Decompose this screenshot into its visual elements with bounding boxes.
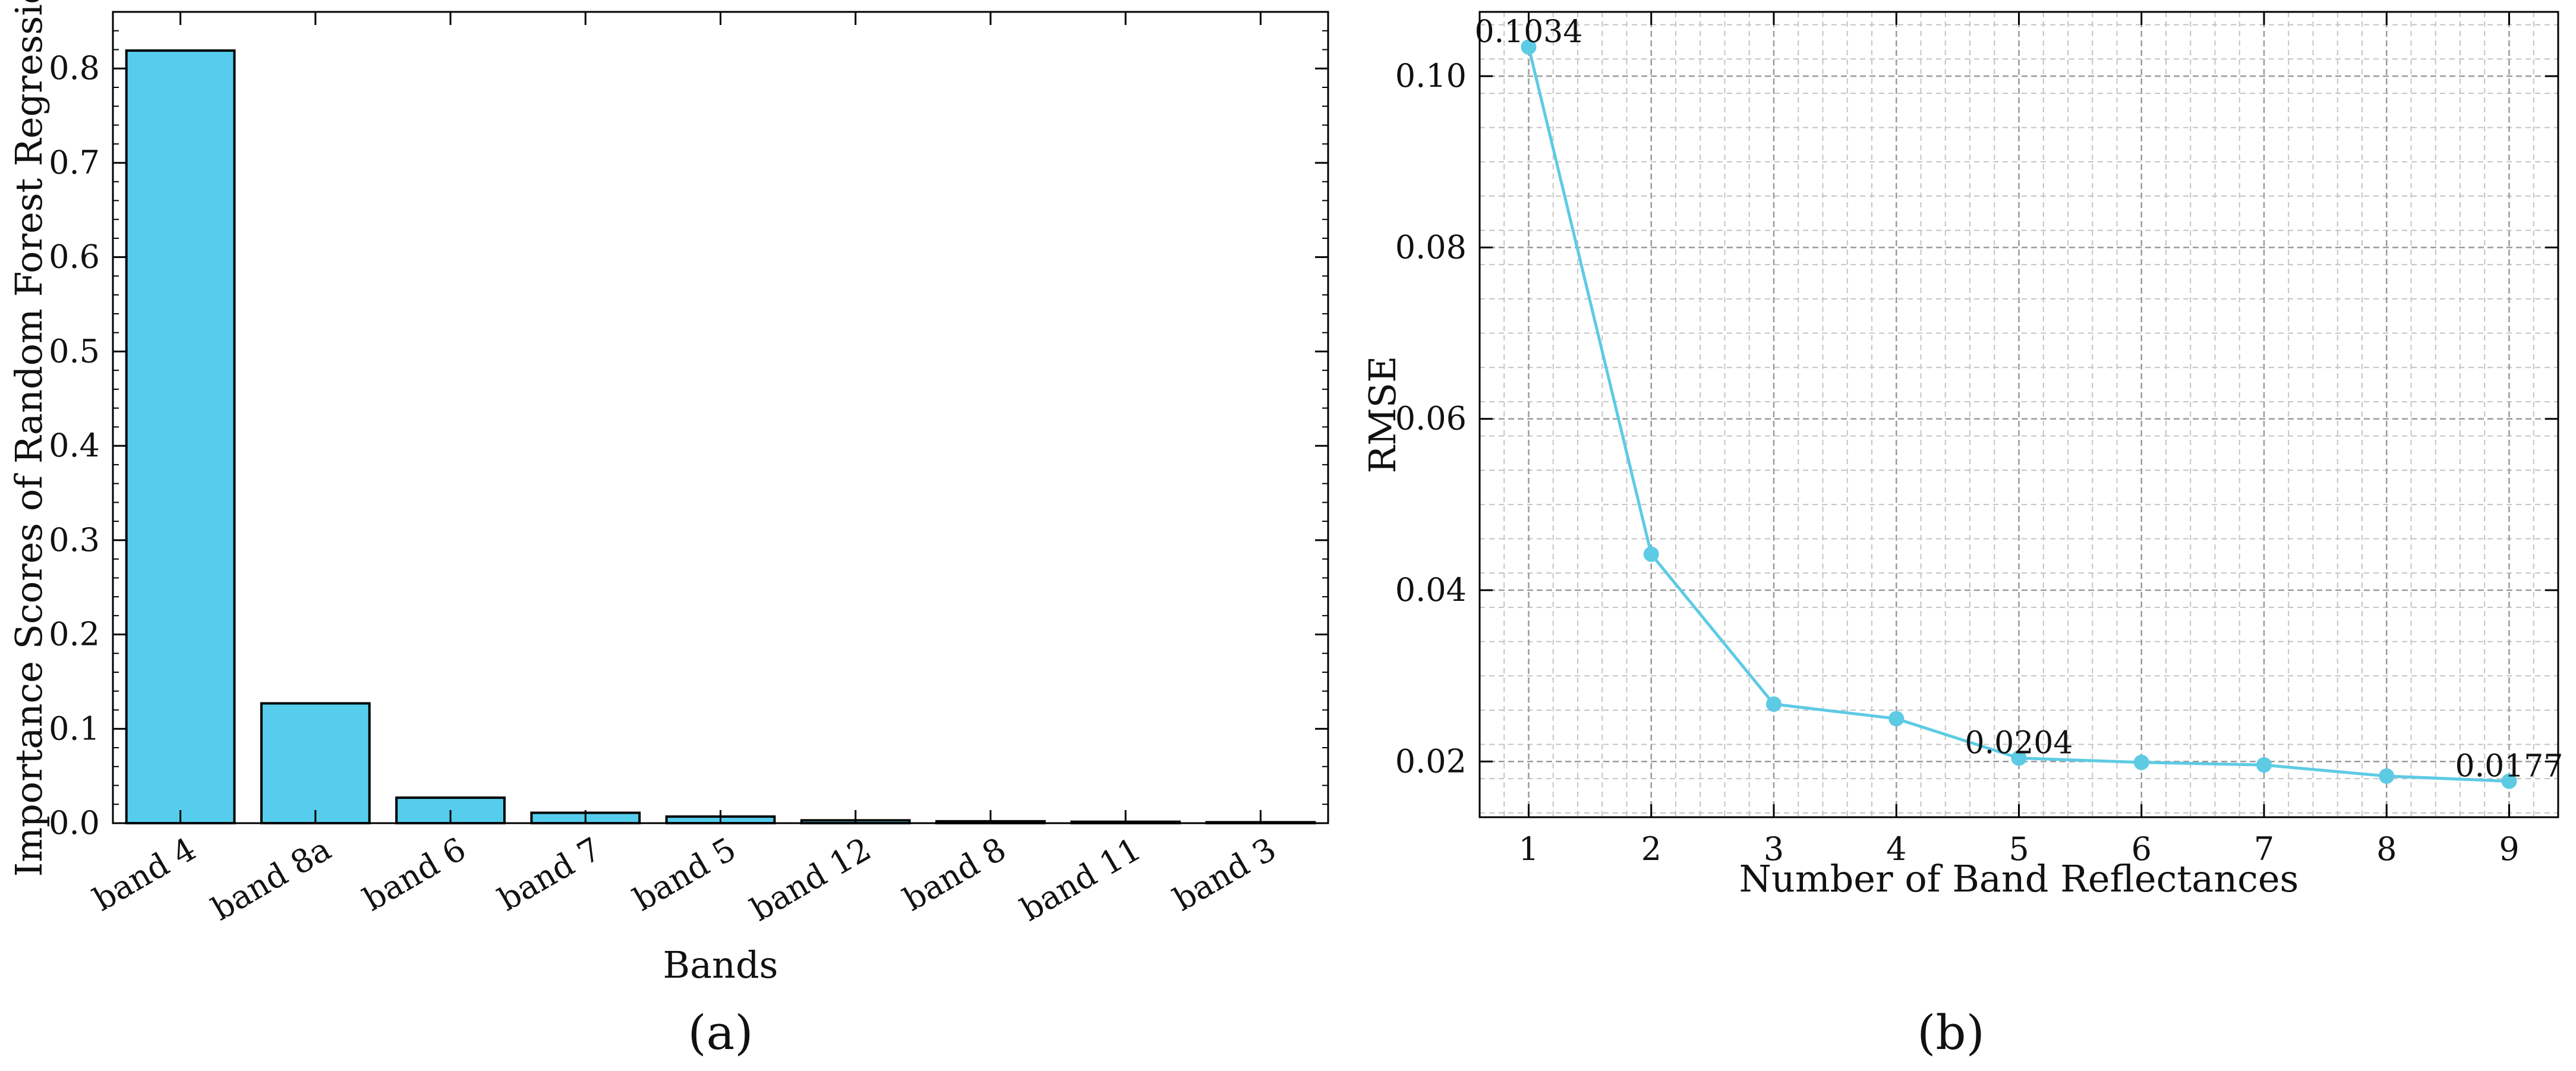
y-axis-label: RMSE (1361, 356, 1404, 474)
x-tick-label: band 6 (357, 830, 472, 918)
bar-chart-panel: 0.0 0.1 0.2 0.3 0.4 0.5 0.6 0.7 0.8 band 4 band 8a… (7, 0, 1329, 1060)
x-tick-label: 2 (1641, 830, 1661, 868)
y-axis-label: Importance Scores of Random Forest Regre… (7, 0, 51, 877)
bar (125, 49, 236, 825)
data-point (2011, 750, 2027, 766)
y-tick-label: 0.02 (1395, 742, 1467, 780)
x-tick-label: 7 (2254, 830, 2274, 868)
x-tick-label: band 11 (1014, 830, 1147, 929)
y-tick-label: 0.1 (49, 710, 100, 747)
x-tick-label: 4 (1886, 830, 1906, 868)
x-tick-label: band 8a (205, 830, 337, 928)
x-tick-label: band 5 (627, 830, 742, 918)
y-tick-label: 0.4 (49, 427, 100, 464)
data-point (2256, 757, 2272, 773)
x-tick-label: 6 (2132, 830, 2152, 868)
x-tick-label: 3 (1764, 830, 1784, 868)
data-point (2379, 768, 2395, 784)
panel-label: (a) (688, 1005, 753, 1060)
y-tick-label: 0.7 (49, 144, 100, 181)
x-tick-label: 1 (1518, 830, 1538, 868)
x-tick-label: band 8 (897, 830, 1012, 918)
line-chart-panel: 1 2 3 4 5 6 7 8 9 0.02 0.04 0.06 0.08 0.100.1034 0.020… (1361, 11, 2564, 1060)
y-tick-label: 0.3 (49, 521, 100, 559)
y-tick-label: 0.2 (49, 616, 100, 653)
y-tick-label: 0.04 (1395, 571, 1467, 609)
data-point (2133, 754, 2149, 770)
y-tick-label: 0.5 (49, 332, 100, 370)
x-tick-label: band 12 (744, 830, 877, 929)
x-tick-label: band 4 (87, 830, 202, 918)
data-label: 0.0177 (2455, 748, 2564, 784)
data-label: 0.1034 (1475, 14, 1583, 50)
data-label: 0.0204 (1965, 726, 2073, 761)
x-tick-label: 5 (2009, 830, 2029, 868)
plot-frame (1478, 11, 2559, 818)
y-tick-label: 0.8 (49, 49, 100, 87)
data-point (1643, 546, 1659, 562)
y-tick-label: 0.08 (1395, 228, 1467, 266)
x-axis-label: Bands (663, 943, 778, 987)
x-tick-label: band 3 (1167, 830, 1282, 918)
data-point (1888, 711, 1905, 727)
bar (260, 702, 371, 825)
y-tick-label: 0.10 (1395, 57, 1467, 94)
data-point (1521, 39, 1537, 55)
plot-frame (112, 11, 1329, 824)
x-axis-label: Number of Band Reflectances (1739, 857, 2299, 900)
x-tick-label: 8 (2376, 830, 2397, 868)
x-tick-label: 9 (2499, 830, 2519, 868)
y-tick-label: 0.0 (49, 804, 100, 842)
data-point (1766, 696, 1782, 712)
x-tick-label: band 7 (492, 830, 607, 918)
data-point (2501, 773, 2517, 789)
y-tick-label: 0.06 (1395, 400, 1467, 437)
panel-label: (b) (1917, 1005, 1985, 1060)
y-tick-label: 0.6 (49, 238, 100, 276)
